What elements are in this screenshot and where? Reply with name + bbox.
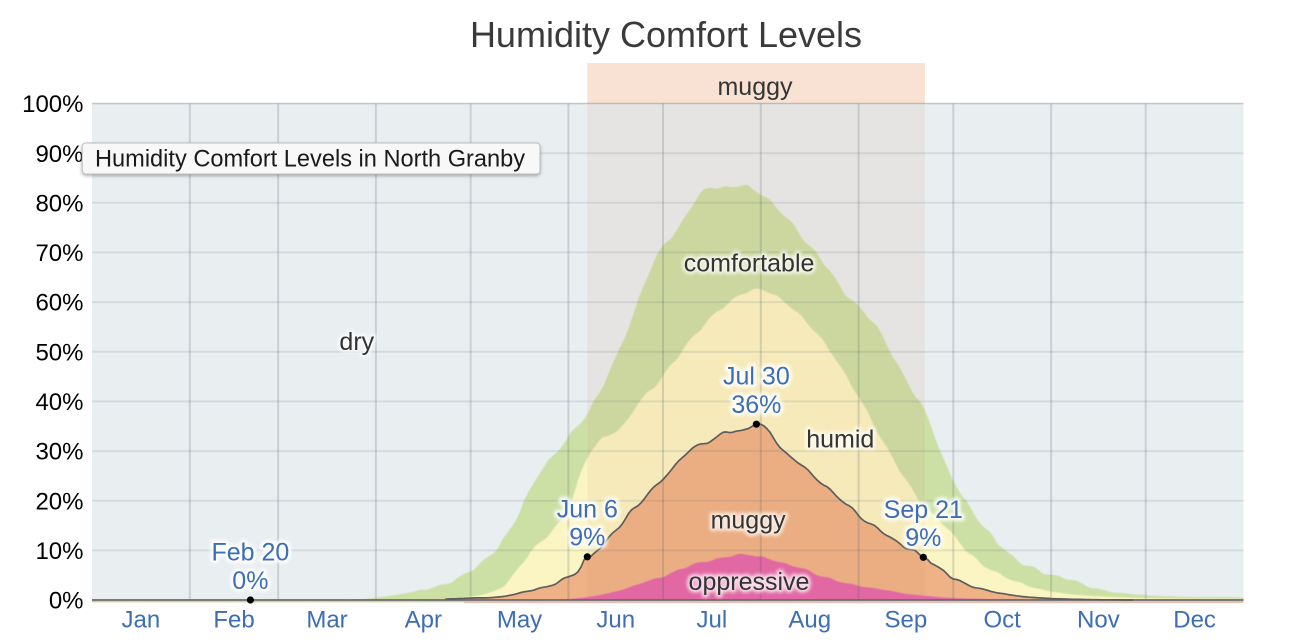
svg-text:0%: 0%: [49, 588, 84, 615]
svg-text:Sep 21: Sep 21: [884, 496, 963, 524]
svg-text:dry: dry: [339, 328, 374, 356]
svg-text:70%: 70%: [35, 240, 83, 267]
svg-text:36%: 36%: [731, 391, 781, 419]
svg-text:20%: 20%: [35, 488, 83, 515]
svg-text:80%: 80%: [35, 190, 83, 217]
svg-text:May: May: [497, 607, 542, 634]
svg-text:90%: 90%: [35, 141, 83, 168]
svg-text:muggy: muggy: [711, 507, 787, 535]
svg-text:9%: 9%: [905, 524, 941, 552]
svg-text:muggy: muggy: [717, 73, 793, 101]
svg-text:Jun: Jun: [596, 607, 635, 634]
svg-text:100%: 100%: [22, 91, 83, 118]
svg-text:Nov: Nov: [1077, 607, 1120, 634]
svg-text:dry: dry: [339, 328, 374, 356]
svg-text:Sep 21: Sep 21: [884, 496, 963, 524]
svg-text:40%: 40%: [35, 389, 83, 416]
svg-text:Dec: Dec: [1173, 607, 1216, 634]
svg-text:Mar: Mar: [306, 607, 347, 634]
svg-text:50%: 50%: [35, 339, 83, 366]
svg-text:Jul 30: Jul 30: [723, 363, 790, 391]
svg-text:comfortable: comfortable: [684, 249, 815, 277]
svg-text:60%: 60%: [35, 290, 83, 317]
svg-text:Jun 6: Jun 6: [557, 495, 618, 523]
svg-text:0%: 0%: [232, 567, 268, 595]
svg-text:Jan: Jan: [122, 607, 161, 634]
svg-text:Feb 20: Feb 20: [211, 539, 289, 567]
svg-text:Aug: Aug: [788, 607, 831, 634]
svg-text:comfortable: comfortable: [684, 249, 815, 277]
svg-text:Sep: Sep: [885, 607, 928, 634]
svg-text:0%: 0%: [232, 567, 268, 595]
svg-text:Oct: Oct: [984, 607, 1022, 634]
svg-text:Jun 6: Jun 6: [557, 495, 618, 523]
svg-text:humid: humid: [806, 426, 874, 454]
svg-text:10%: 10%: [35, 538, 83, 565]
svg-text:muggy: muggy: [711, 507, 787, 535]
svg-text:Apr: Apr: [405, 607, 442, 634]
svg-text:9%: 9%: [569, 524, 605, 552]
svg-text:Humidity Comfort Levels: Humidity Comfort Levels: [470, 14, 862, 55]
svg-text:humid: humid: [806, 426, 874, 454]
svg-text:oppressive: oppressive: [689, 568, 810, 596]
svg-text:9%: 9%: [569, 524, 605, 552]
svg-text:Humidity Comfort Levels in Nor: Humidity Comfort Levels in North Granby: [95, 147, 525, 173]
svg-text:oppressive: oppressive: [689, 568, 810, 596]
svg-text:36%: 36%: [731, 391, 781, 419]
svg-text:30%: 30%: [35, 439, 83, 466]
svg-text:Feb: Feb: [213, 607, 254, 634]
svg-text:Jul 30: Jul 30: [723, 363, 790, 391]
svg-text:Jul: Jul: [697, 607, 728, 634]
svg-text:9%: 9%: [905, 524, 941, 552]
svg-text:Feb 20: Feb 20: [211, 539, 289, 567]
